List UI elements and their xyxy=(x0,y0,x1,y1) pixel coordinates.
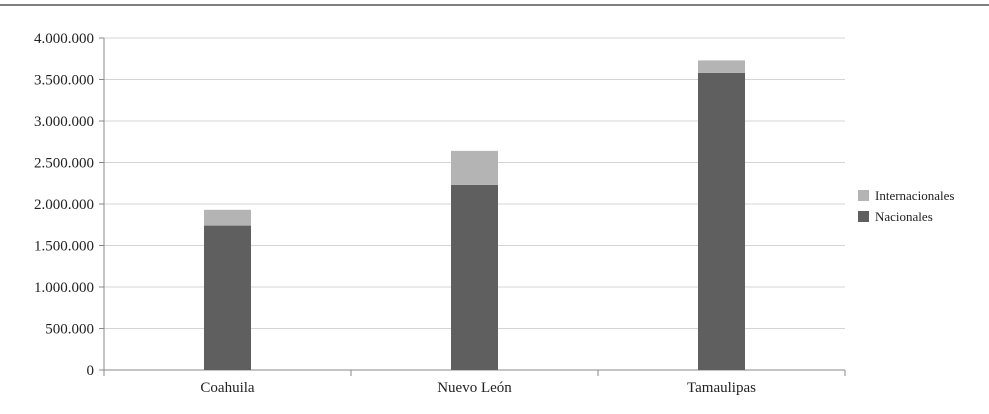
bar-nacionales-coahuila xyxy=(204,225,251,370)
bar-nacionales-nuevo-león xyxy=(451,184,498,370)
legend: Internacionales Nacionales xyxy=(858,188,954,224)
bars xyxy=(204,60,745,371)
y-tick-label: 500.000 xyxy=(45,322,94,338)
y-tick-label: 3.500.000 xyxy=(34,73,94,89)
legend-swatch-nacionales xyxy=(858,211,869,222)
x-category-label: Coahuila xyxy=(200,380,254,396)
legend-label-nacionales: Nacionales xyxy=(875,209,933,224)
x-category-label: Tamaulipas xyxy=(687,380,756,396)
legend-swatch-internacionales xyxy=(858,190,869,201)
y-tick-label: 3.000.000 xyxy=(34,114,94,130)
y-axis: 0 500.000 1.000.000 1.500.000 2.000.000 2.500… xyxy=(34,31,105,379)
y-tick-label: 2.500.000 xyxy=(34,156,94,172)
bar-internacionales-coahuila xyxy=(204,209,251,226)
bar-internacionales-tamaulipas xyxy=(698,60,745,73)
y-tick-label: 2.000.000 xyxy=(34,197,94,213)
legend-label-internacionales: Internacionales xyxy=(875,188,954,203)
x-category-label: Nuevo León xyxy=(437,380,512,396)
bar-nacionales-tamaulipas xyxy=(698,72,745,371)
y-tick-label: 1.000.000 xyxy=(34,280,94,296)
bar-internacionales-nuevo-león xyxy=(451,150,498,185)
y-tick-label: 1.500.000 xyxy=(34,239,94,255)
x-axis: Coahuila Nuevo León Tamaulipas xyxy=(103,369,846,396)
y-tick-label: 4.000.000 xyxy=(34,31,94,47)
y-tick-label: 0 xyxy=(87,363,95,379)
